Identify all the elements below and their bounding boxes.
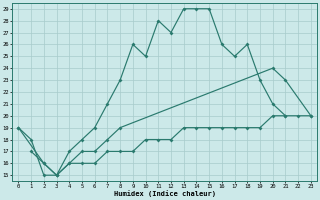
X-axis label: Humidex (Indice chaleur): Humidex (Indice chaleur): [114, 190, 216, 197]
